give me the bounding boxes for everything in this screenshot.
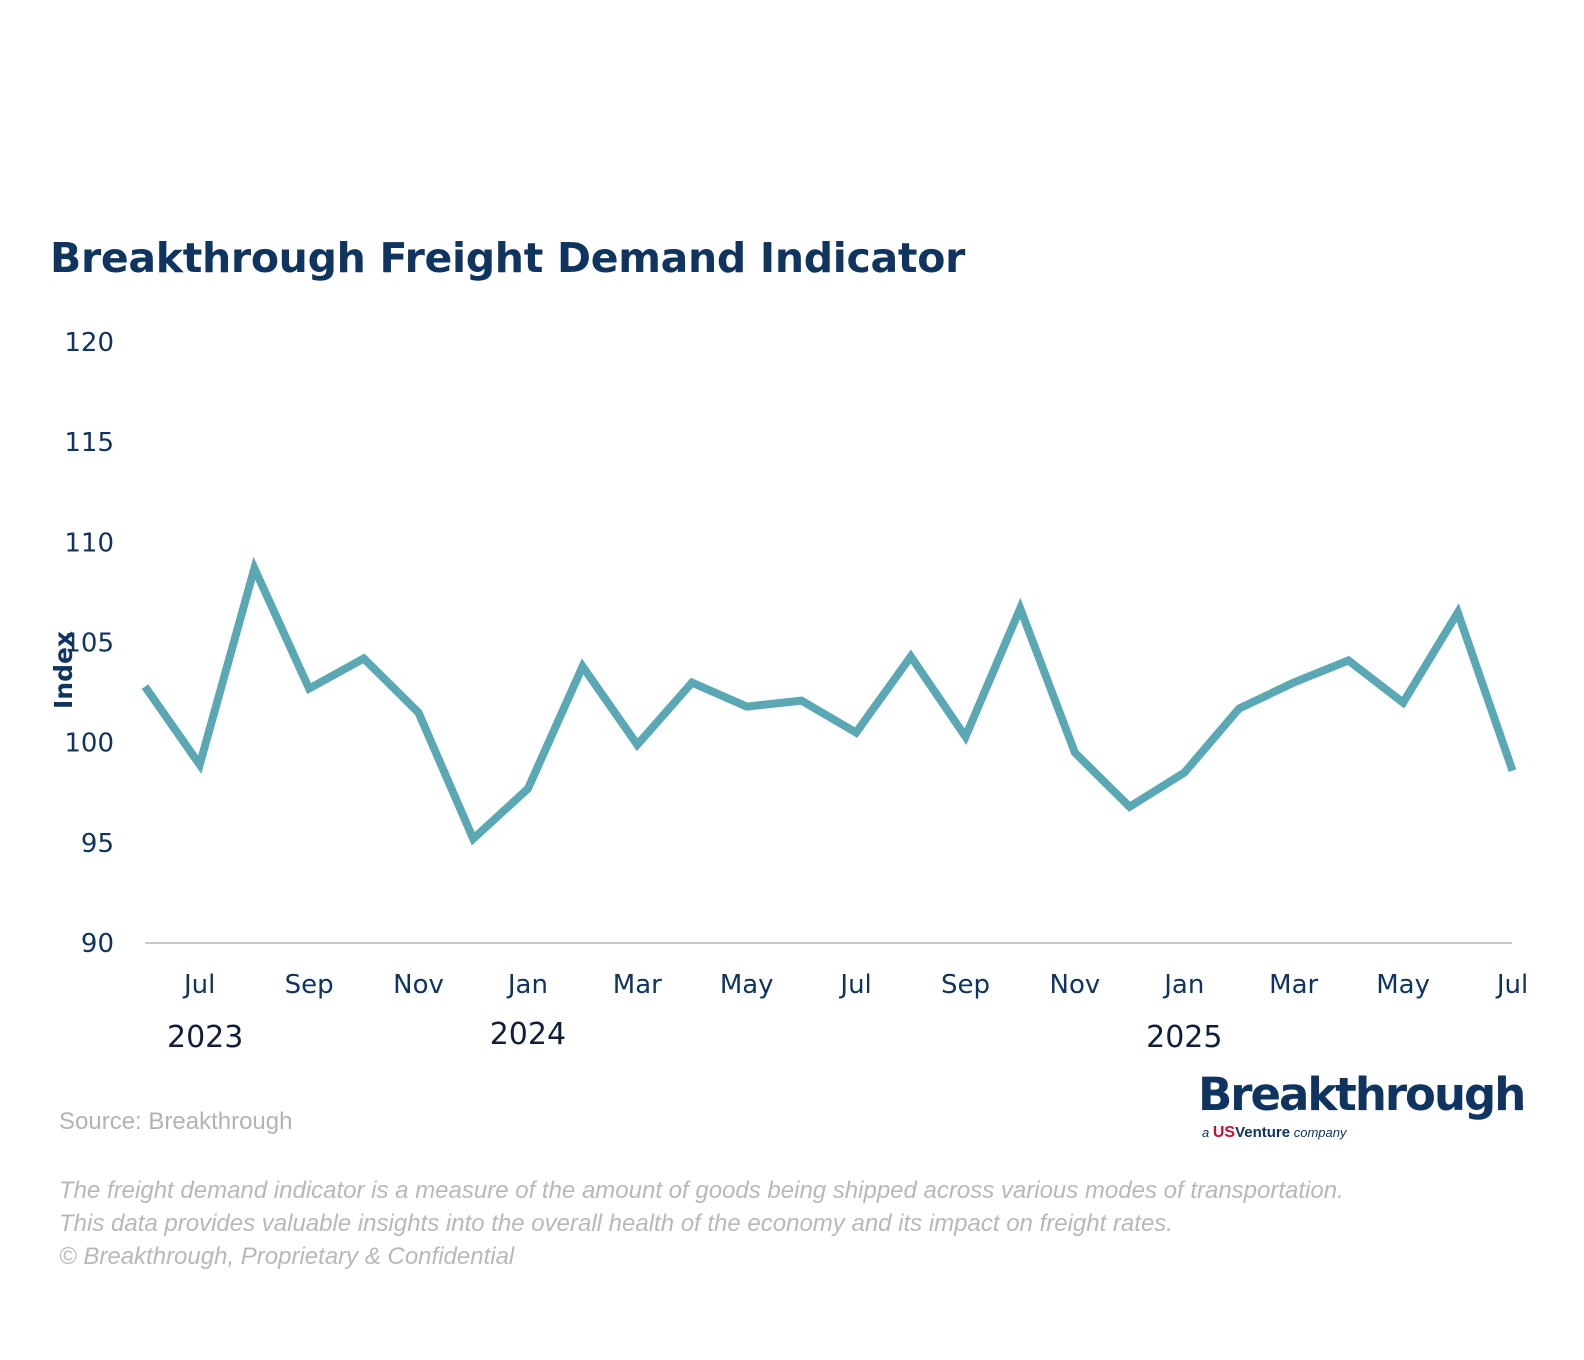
logo-registered-mark: ® [1516,1102,1524,1113]
y-tick-label: 120 [64,328,114,358]
x-tick-label: Jul [182,970,215,1000]
y-tick-label: 95 [81,829,114,859]
x-tick-label: Jul [1495,970,1528,1000]
footnote-line-1: The freight demand indicator is a measur… [59,1177,1344,1204]
footnotes: The freight demand indicator is a measur… [59,1174,1344,1273]
x-tick-label: Mar [613,970,662,1000]
x-tick-label: Jan [1162,970,1204,1000]
x-tick-label: Nov [393,970,444,1000]
footnote-line-2: This data provides valuable insights int… [59,1210,1173,1237]
x-tick-label: Jul [838,970,871,1000]
x-tick-label: Nov [1050,970,1101,1000]
y-tick-label: 100 [64,729,114,759]
y-tick-label: 115 [64,428,114,458]
year-label: 2024 [490,1017,566,1052]
logo-tag-venture: Venture [1235,1124,1291,1141]
logo-tagline: a USVenture company [1202,1124,1347,1142]
x-tick-label: Sep [285,970,334,1000]
y-tick-label: 105 [64,629,114,659]
logo-tag-us: US [1212,1124,1236,1141]
x-tick-label: Mar [1269,970,1318,1000]
source-note: Source: Breakthrough [59,1108,293,1135]
chart-title: Breakthrough Freight Demand Indicator [50,234,966,282]
logo-wordmark: Breakthrough [1198,1068,1526,1121]
x-tick-label: May [720,970,774,1000]
copyright-note: © Breakthrough, Proprietary & Confidenti… [59,1243,515,1270]
logo-tag-company: company [1293,1125,1347,1140]
x-tick-label: May [1376,970,1430,1000]
year-label: 2025 [1146,1020,1222,1055]
y-axis-title: Index [49,631,78,709]
logo-tag-a: a [1202,1125,1210,1140]
freight-demand-chart: 90 95 100 105 110 115 120 Index Jul Sep Nov Jan Mar M… [49,328,1528,1055]
breakthrough-logo: Breakthrough ® a USVenture company [1198,1068,1528,1148]
year-label: 2023 [167,1020,243,1055]
series-line [141,556,1517,846]
x-tick-label: Jan [506,970,548,1000]
y-tick-label: 90 [81,929,114,959]
y-tick-label: 110 [64,528,114,558]
x-tick-label: Sep [941,970,990,1000]
